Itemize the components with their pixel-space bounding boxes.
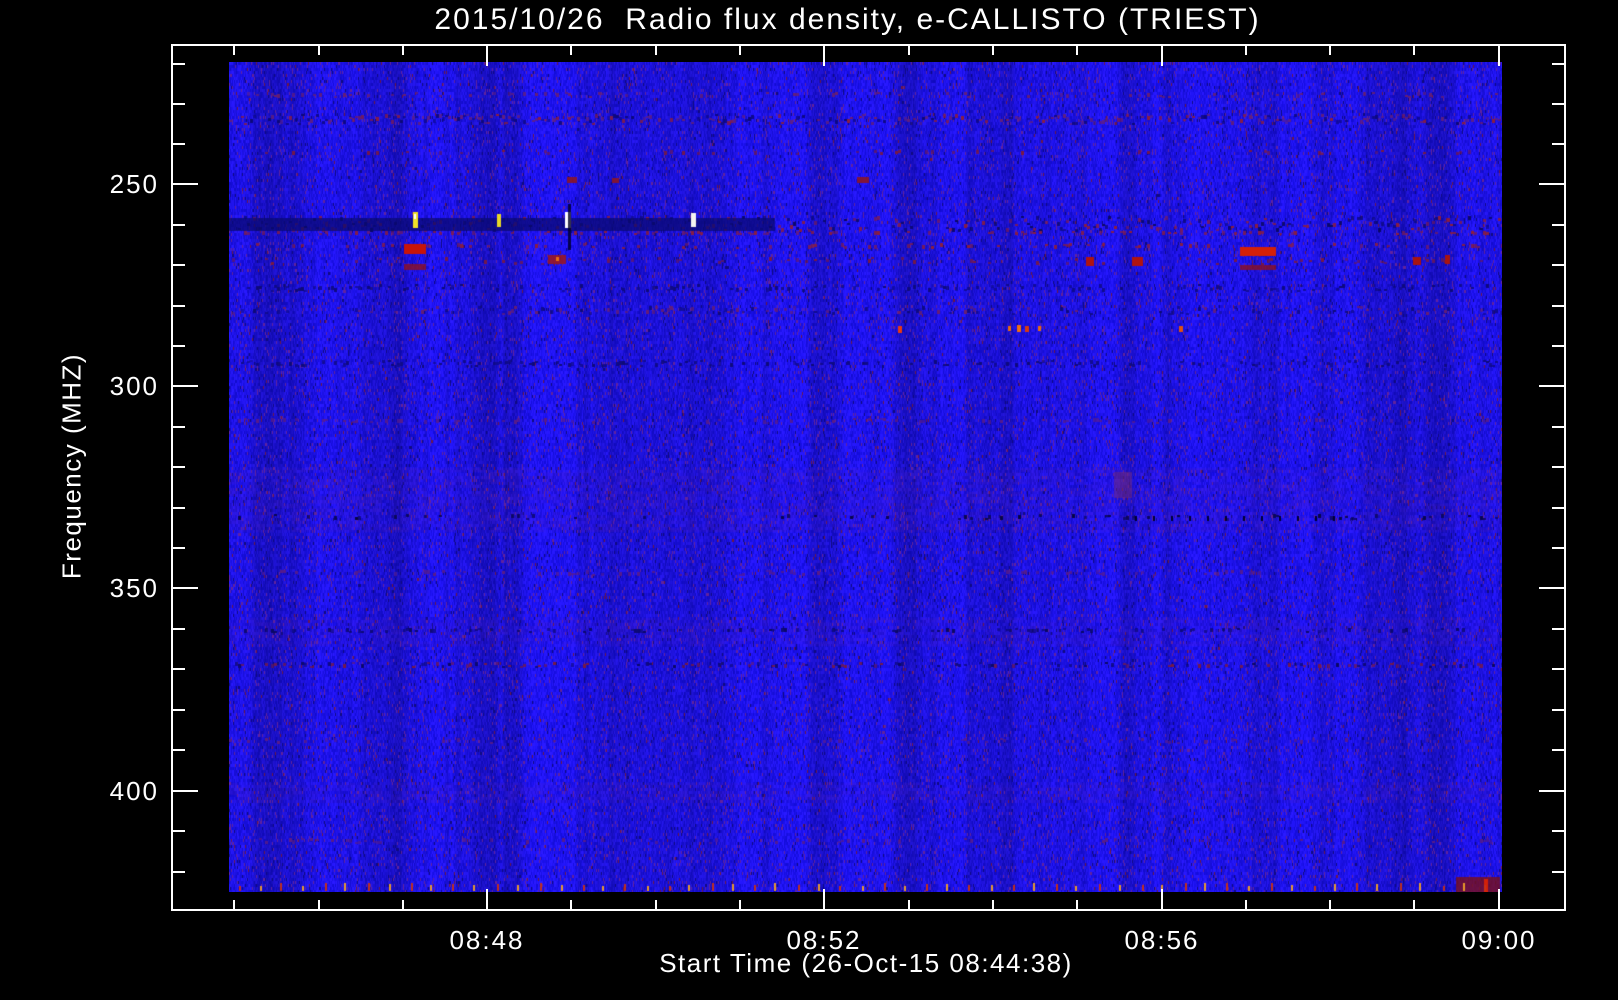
x-axis-minor-tick: [992, 900, 994, 911]
y-axis-minor-tick: [171, 305, 185, 307]
y-axis-minor-tick-right: [1552, 830, 1566, 832]
y-axis-minor-tick-right: [1552, 63, 1566, 65]
x-axis-title: Start Time (26-Oct-15 08:44:38): [659, 948, 1073, 978]
x-axis-major-tick: [823, 889, 825, 911]
y-axis-major-tick-right: [1539, 385, 1566, 387]
y-axis-minor-tick-right: [1552, 345, 1566, 347]
y-axis-minor-tick-right: [1552, 749, 1566, 751]
y-axis-minor-tick: [171, 628, 185, 630]
y-axis-minor-tick: [171, 871, 185, 873]
y-axis-minor-tick: [171, 63, 185, 65]
y-axis-minor-tick-right: [1552, 871, 1566, 873]
y-axis-minor-tick: [171, 345, 185, 347]
y-axis-tick-label: 350: [109, 573, 159, 603]
y-axis-minor-tick: [171, 264, 185, 266]
x-axis-minor-tick: [1329, 900, 1331, 911]
y-axis-minor-tick: [171, 830, 185, 832]
x-axis-minor-tick-top: [908, 44, 910, 55]
y-axis-minor-tick: [171, 668, 185, 670]
x-axis-minor-tick: [318, 900, 320, 911]
y-axis-minor-tick-right: [1552, 466, 1566, 468]
x-axis-minor-tick-top: [1329, 44, 1331, 55]
y-axis-minor-tick: [171, 426, 185, 428]
x-axis-minor-tick-top: [1413, 44, 1415, 55]
y-axis-minor-tick-right: [1552, 264, 1566, 266]
y-axis-minor-tick: [171, 749, 185, 751]
y-axis-minor-tick: [171, 103, 185, 105]
x-axis-minor-tick: [233, 900, 235, 911]
y-axis-minor-tick: [171, 709, 185, 711]
y-axis-minor-tick-right: [1552, 628, 1566, 630]
chart-title: 2015/10/26 Radio flux density, e-CALLIST…: [434, 3, 1261, 36]
y-axis-major-tick: [171, 790, 198, 792]
x-axis-minor-tick-top: [318, 44, 320, 55]
y-axis-major-tick-right: [1539, 790, 1566, 792]
x-axis-minor-tick-top: [1245, 44, 1247, 55]
y-axis-title: Frequency (MHZ): [56, 352, 87, 580]
y-axis-minor-tick-right: [1552, 426, 1566, 428]
x-axis-minor-tick: [1245, 900, 1247, 911]
spectrogram-canvas: [229, 62, 1502, 892]
y-axis-minor-tick-right: [1552, 305, 1566, 307]
y-axis-minor-tick-right: [1552, 224, 1566, 226]
x-axis-major-tick-top: [1161, 44, 1163, 66]
x-axis-minor-tick: [1413, 900, 1415, 911]
y-axis-minor-tick-right: [1552, 507, 1566, 509]
x-axis-minor-tick-top: [1076, 44, 1078, 55]
y-axis-minor-tick: [171, 466, 185, 468]
x-axis-major-tick-top: [1498, 44, 1500, 66]
y-axis-minor-tick-right: [1552, 103, 1566, 105]
plot-frame: [171, 44, 1566, 911]
x-axis-minor-tick-top: [739, 44, 741, 55]
x-axis-minor-tick: [570, 900, 572, 911]
y-axis-minor-tick: [171, 143, 185, 145]
x-axis-minor-tick-top: [233, 44, 235, 55]
y-axis-major-tick-right: [1539, 587, 1566, 589]
x-axis-major-tick: [1161, 889, 1163, 911]
y-axis-minor-tick-right: [1552, 143, 1566, 145]
x-axis-major-tick: [486, 889, 488, 911]
x-axis-minor-tick-top: [992, 44, 994, 55]
y-axis-minor-tick-right: [1552, 709, 1566, 711]
x-axis-minor-tick-top: [570, 44, 572, 55]
x-axis-minor-tick: [739, 900, 741, 911]
x-axis-major-tick-top: [823, 44, 825, 66]
y-axis-tick-label: 400: [109, 776, 159, 806]
x-axis-tick-label: 08:52: [786, 925, 862, 955]
y-axis-tick-label: 250: [109, 169, 159, 199]
y-axis-minor-tick-right: [1552, 547, 1566, 549]
y-axis-major-tick: [171, 587, 198, 589]
y-axis-minor-tick: [171, 547, 185, 549]
x-axis-minor-tick: [908, 900, 910, 911]
x-axis-minor-tick: [655, 900, 657, 911]
y-axis-major-tick: [171, 385, 198, 387]
x-axis-minor-tick: [1076, 900, 1078, 911]
x-axis-minor-tick-top: [402, 44, 404, 55]
y-axis-major-tick-right: [1539, 183, 1566, 185]
y-axis-minor-tick: [171, 507, 185, 509]
x-axis-minor-tick-top: [655, 44, 657, 55]
y-axis-minor-tick: [171, 224, 185, 226]
y-axis-minor-tick-right: [1552, 668, 1566, 670]
x-axis-major-tick: [1498, 889, 1500, 911]
x-axis-tick-label: 09:00: [1461, 925, 1537, 955]
x-axis-major-tick-top: [486, 44, 488, 66]
x-axis-minor-tick: [402, 900, 404, 911]
y-axis-major-tick: [171, 183, 198, 185]
y-axis-tick-label: 300: [109, 371, 159, 401]
x-axis-tick-label: 08:48: [449, 925, 525, 955]
x-axis-tick-label: 08:56: [1124, 925, 1200, 955]
